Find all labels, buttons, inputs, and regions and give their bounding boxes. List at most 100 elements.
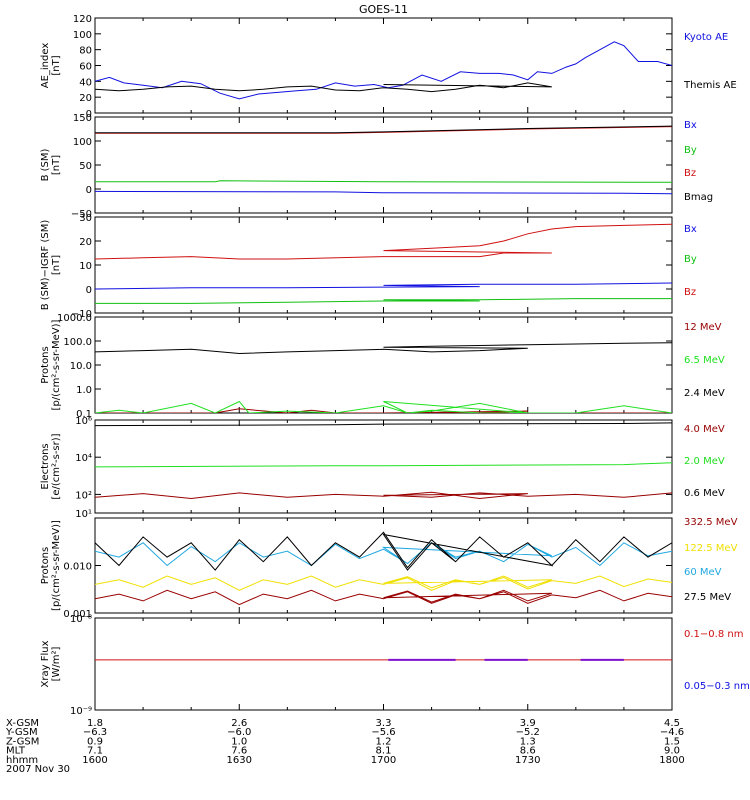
y-tick-label: 10.0 [70,361,92,372]
x-axis-value: −4.6 [660,727,684,738]
legend-protons_high: 122.5 MeV [684,543,738,554]
legend-bsmigrf: By [684,254,697,265]
x-axis-value: 1.2 [376,736,392,747]
x-axis-value: 1800 [659,755,684,766]
panel-xray: 10⁻⁹ 10⁻⁸ Xray Flux[W/m²] 0.1−0.8 nm 0.05−0.… [40,614,750,717]
x-axis-value: 1.8 [87,718,103,729]
series-line-bsm-1 [95,180,672,183]
y-tick-label: 150 [73,113,92,124]
y-tick-label: 0.1 [76,409,92,420]
panel-bsmigrf: −10 0 10 20 30 B (SM)−IGRF (SM)[nT] Bx By Bz [40,213,697,320]
y-tick-label: 100 [73,30,92,41]
panel-ae: 0 20 40 60 80 100 120 AE_index[nT] Kyoto AE Themi… [40,14,737,120]
series-line-protons_high-3 [95,531,672,571]
x-axis-row-label: Z-GSM [6,736,39,747]
x-axis-value: −5.6 [371,727,395,738]
legend-xray: 0.1−0.8 nm [684,629,743,640]
legend-protons_high: 60 MeV [684,567,722,578]
y-tick-label: 10⁻⁹ [70,706,92,717]
y-axis-label: Electrons[e/(cm²-s-sr)] [40,433,62,499]
x-axis-value: 3.9 [520,718,536,729]
series-line-bsmigrf-1 [95,298,672,304]
chart-title: GOES-11 [359,3,408,16]
x-axis-value: −5.2 [516,727,540,738]
series-line-protons_high-2 [95,542,672,567]
series-line-electrons-1 [95,462,672,468]
series-line-bsmigrf-0 [95,280,672,290]
y-tick-label: 1000.0 [57,313,92,324]
x-axis-value: 1.3 [520,736,536,747]
y-tick-label: 0 [86,109,92,120]
x-axis-date: 2007 Nov 30 [6,764,70,775]
series-line-ae-0 [95,25,672,100]
x-axis-value: 0.9 [87,736,103,747]
series-line-protons_low-2 [95,340,672,355]
x-axis-value: 7.6 [231,746,247,757]
y-tick-label: 0.001 [63,609,92,620]
legend-ae: Themis AE [683,80,737,91]
y-tick-label: 120 [73,14,92,25]
x-axis-row-label: MLT [6,746,26,757]
legend-electrons: 0.6 MeV [684,488,725,499]
series-line-bsm-3 [95,122,672,134]
y-tick-label: 20 [79,237,92,248]
legend-bsm: By [684,145,697,156]
y-tick-label: 60 [79,62,92,73]
legend-bsm: Bmag [684,192,713,203]
series-line-protons_low-1 [95,400,672,413]
x-axis-value: 1730 [515,755,540,766]
x-axis-value: 1700 [371,755,396,766]
x-axis-value: 2.6 [231,718,247,729]
y-tick-label: 50 [79,161,92,172]
legend-protons_high: 332.5 MeV [684,517,738,528]
y-tick-label: 0 [86,185,92,196]
legend-electrons: 4.0 MeV [684,424,725,435]
x-axis-value: 8.1 [376,746,392,757]
series-line-ae-1 [95,82,552,93]
y-axis-label: Protons[p/(cm²-s-sr-MeV)] [40,319,62,410]
x-axis-value: 8.6 [520,746,536,757]
x-axis-value: −6.3 [83,727,107,738]
y-tick-label: 10⁻⁸ [70,614,92,625]
x-axis-value: −6.0 [227,727,251,738]
y-tick-label: 0.010 [63,562,92,573]
panel-bsm: −50 0 50 100 150 B (SM)[nT] Bx By Bz Bmag [40,113,713,220]
y-tick-label: 10¹ [75,509,92,520]
y-tick-label: 10⁴ [75,453,92,464]
x-axis-value: 3.3 [376,718,392,729]
y-tick-label: −10 [71,309,92,320]
legend-bsm: Bx [684,120,697,131]
series-line-electrons-0 [95,491,672,500]
y-tick-label: 10⁶ [75,416,92,427]
legend-electrons: 2.0 MeV [684,456,725,467]
legend-protons_low: 12 MeV [684,322,722,333]
series-line-bsm-2 [95,122,672,134]
legend-ae: Kyoto AE [684,32,728,43]
series-line-bsmigrf-2 [95,217,672,260]
series-line-electrons-2 [95,422,672,427]
legend-protons_high: 27.5 MeV [684,592,731,603]
y-tick-label: 10 [79,261,92,272]
panel-frame [94,316,673,414]
y-axis-label: Protons[p/(cm²-s-sr-MeV)] [40,520,62,611]
y-axis-label: AE_index[nT] [40,43,62,89]
x-axis-row-label: Y-GSM [5,727,38,738]
x-axis-value: 9.0 [664,746,680,757]
legend-bsmigrf: Bz [684,287,696,298]
series-line-protons_high-1 [95,575,672,591]
x-axis-row-label: hhmm [6,755,38,766]
series-line-bsm-0 [95,190,672,195]
y-axis-label: B (SM)−IGRF (SM)[nT] [40,220,62,311]
y-tick-label: 1.0 [76,385,92,396]
legend-xray: 0.05−0.3 nm [684,681,750,692]
y-tick-label: 20 [79,93,92,104]
x-axis-value: 1600 [82,755,107,766]
legend-protons_low: 2.4 MeV [684,388,725,399]
y-tick-label: −50 [71,209,92,220]
panel-frame [94,17,673,114]
x-axis-value: 4.5 [664,718,680,729]
y-tick-label: 100 [73,137,92,148]
x-axis-row-label: X-GSM [6,718,39,729]
